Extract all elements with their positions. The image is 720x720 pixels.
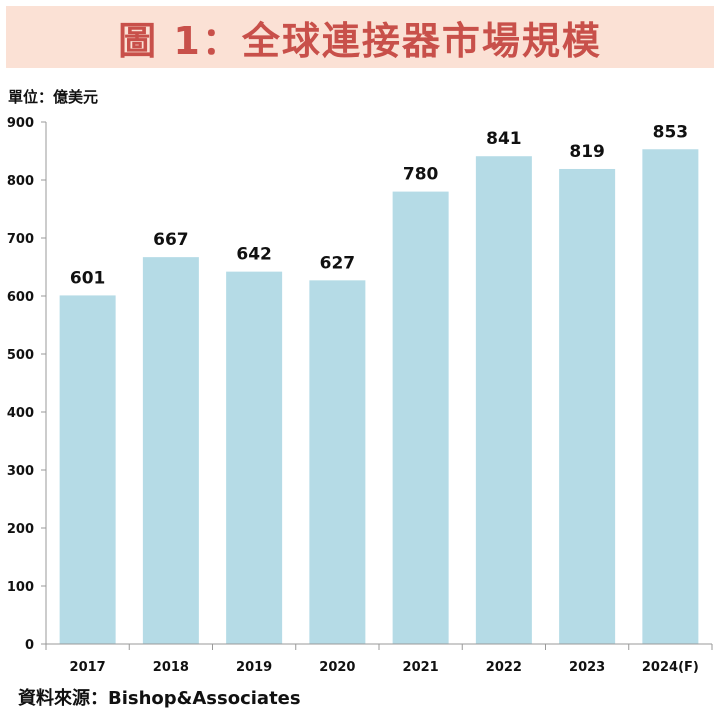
- y-tick-label: 600: [7, 290, 34, 305]
- y-tick-label: 200: [7, 522, 34, 537]
- x-tick-label: 2019: [236, 660, 272, 675]
- x-axis: 2017 2018 2019 2020 2021 2022 2023 2024(F): [45, 643, 713, 675]
- data-label: 642: [236, 245, 272, 265]
- unit-label: 單位：億美元: [8, 88, 99, 106]
- bar-2019: [226, 271, 283, 644]
- bar-2017: [59, 295, 116, 644]
- x-tick-label: 2017: [70, 660, 106, 675]
- source-label: 資料來源：Bishop&Associates: [18, 688, 301, 709]
- y-axis: 0 100 200 300 400 500 600 700 800 900: [7, 116, 47, 653]
- y-tick-label: 700: [7, 232, 34, 247]
- y-tick-label: 800: [7, 174, 34, 189]
- data-labels: 601 667 642 627 780 841 819 853: [70, 122, 688, 288]
- bar-2021: [392, 191, 449, 644]
- data-label: 627: [320, 253, 356, 273]
- y-tick-label: 500: [7, 348, 34, 363]
- data-label: 819: [569, 142, 605, 162]
- bar-2023: [559, 168, 616, 645]
- x-tick-label: 2023: [569, 660, 605, 675]
- bar-2018: [142, 257, 199, 644]
- data-label: 841: [486, 129, 522, 149]
- x-tick-label: 2024(F): [642, 660, 699, 675]
- data-label: 601: [70, 268, 106, 288]
- bar-2024(F): [642, 149, 699, 644]
- y-tick-label: 300: [7, 464, 34, 479]
- x-tick-label: 2018: [153, 660, 189, 675]
- data-label: 853: [653, 122, 689, 142]
- y-tick-label: 900: [7, 116, 34, 131]
- bar-2020: [309, 280, 366, 644]
- title-banner: 圖 1：全球連接器市場規模: [6, 6, 714, 68]
- x-tick-label: 2020: [319, 660, 355, 675]
- bar-2022: [475, 156, 532, 644]
- x-tick-label: 2022: [486, 660, 522, 675]
- bars: [59, 149, 699, 645]
- data-label: 667: [153, 230, 189, 250]
- x-tick-label: 2021: [403, 660, 439, 675]
- chart-title: 圖 1：全球連接器市場規模: [118, 18, 602, 63]
- y-tick-label: 100: [7, 580, 34, 595]
- y-tick-label: 0: [25, 638, 34, 653]
- data-label: 780: [403, 165, 439, 185]
- y-tick-label: 400: [7, 406, 34, 421]
